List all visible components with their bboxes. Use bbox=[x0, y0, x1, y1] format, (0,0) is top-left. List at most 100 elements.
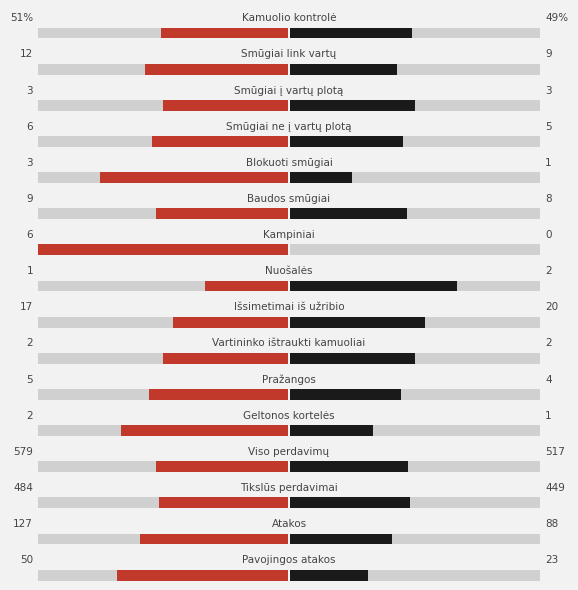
Bar bbox=[289, 136, 540, 147]
Bar bbox=[152, 136, 289, 147]
Bar bbox=[289, 281, 540, 291]
Bar bbox=[288, 570, 290, 581]
Text: 3: 3 bbox=[27, 158, 33, 168]
Bar bbox=[289, 64, 540, 74]
Bar bbox=[0, 546, 578, 549]
Bar bbox=[288, 317, 290, 327]
Bar bbox=[158, 497, 289, 508]
Bar bbox=[289, 136, 403, 147]
Text: 484: 484 bbox=[13, 483, 33, 493]
Bar bbox=[288, 281, 290, 291]
Bar bbox=[38, 100, 289, 111]
Bar bbox=[289, 281, 457, 291]
Bar bbox=[0, 41, 578, 43]
Text: 6: 6 bbox=[27, 122, 33, 132]
Bar bbox=[288, 208, 290, 219]
Text: 3: 3 bbox=[545, 86, 551, 96]
Bar bbox=[164, 100, 289, 111]
Bar bbox=[38, 389, 289, 400]
Bar bbox=[164, 353, 289, 363]
Text: 23: 23 bbox=[545, 555, 558, 565]
Text: Kampiniai: Kampiniai bbox=[263, 230, 315, 240]
Text: 3: 3 bbox=[27, 86, 33, 96]
Bar bbox=[289, 28, 540, 38]
Text: 6: 6 bbox=[27, 230, 33, 240]
Text: 50: 50 bbox=[20, 555, 33, 565]
Bar bbox=[289, 172, 352, 183]
Bar bbox=[289, 28, 412, 38]
Bar bbox=[288, 136, 290, 147]
Bar bbox=[0, 474, 578, 477]
Bar bbox=[288, 497, 290, 508]
Bar bbox=[288, 100, 290, 111]
Bar bbox=[0, 438, 578, 440]
Bar bbox=[156, 208, 289, 219]
Bar bbox=[38, 497, 289, 508]
Text: 449: 449 bbox=[545, 483, 565, 493]
Bar bbox=[38, 244, 289, 255]
Bar bbox=[38, 172, 289, 183]
Bar bbox=[0, 185, 578, 188]
Bar bbox=[288, 461, 290, 472]
Text: 49%: 49% bbox=[545, 13, 568, 23]
Bar bbox=[0, 149, 578, 151]
Text: Pavojingos atakos: Pavojingos atakos bbox=[242, 555, 336, 565]
Text: 127: 127 bbox=[13, 519, 33, 529]
Bar bbox=[289, 461, 407, 472]
Text: 2: 2 bbox=[27, 411, 33, 421]
Bar bbox=[38, 461, 289, 472]
Bar bbox=[0, 113, 578, 115]
Text: 8: 8 bbox=[545, 194, 551, 204]
Bar bbox=[149, 389, 289, 400]
Text: Pražangos: Pražangos bbox=[262, 375, 316, 385]
Text: 0: 0 bbox=[545, 230, 551, 240]
Bar bbox=[38, 64, 289, 74]
Text: 517: 517 bbox=[545, 447, 565, 457]
Text: 1: 1 bbox=[545, 158, 551, 168]
Text: 579: 579 bbox=[13, 447, 33, 457]
Text: 88: 88 bbox=[545, 519, 558, 529]
Bar bbox=[288, 425, 290, 436]
Bar bbox=[289, 208, 540, 219]
Bar bbox=[289, 570, 368, 581]
Bar bbox=[288, 64, 290, 74]
Bar bbox=[289, 100, 540, 111]
Bar bbox=[38, 244, 289, 255]
Bar bbox=[289, 353, 540, 363]
Bar bbox=[38, 208, 289, 219]
Text: Viso perdavimų: Viso perdavimų bbox=[249, 447, 329, 457]
Text: 2: 2 bbox=[545, 266, 551, 276]
Bar bbox=[288, 353, 290, 363]
Text: Blokuoti smūgiai: Blokuoti smūgiai bbox=[246, 158, 332, 168]
Text: Atakos: Atakos bbox=[272, 519, 306, 529]
Text: 1: 1 bbox=[27, 266, 33, 276]
Bar bbox=[289, 64, 397, 74]
Bar bbox=[289, 317, 540, 327]
Bar bbox=[38, 353, 289, 363]
Bar bbox=[289, 172, 540, 183]
Bar bbox=[289, 533, 392, 545]
Bar bbox=[0, 510, 578, 513]
Text: Tikslūs perdavimai: Tikslūs perdavimai bbox=[240, 483, 338, 493]
Bar bbox=[289, 497, 540, 508]
Text: Kamuolio kontrolė: Kamuolio kontrolė bbox=[242, 13, 336, 23]
Bar bbox=[173, 317, 289, 327]
Bar bbox=[289, 244, 540, 255]
Bar bbox=[288, 244, 290, 255]
Text: 2: 2 bbox=[545, 339, 551, 349]
Bar bbox=[161, 28, 289, 38]
Text: 51%: 51% bbox=[10, 13, 33, 23]
Bar bbox=[289, 353, 415, 363]
Bar bbox=[38, 28, 289, 38]
Text: 2: 2 bbox=[27, 339, 33, 349]
Bar bbox=[289, 100, 415, 111]
Bar bbox=[289, 208, 407, 219]
Text: Išsimetimai iš užribio: Išsimetimai iš užribio bbox=[234, 302, 344, 312]
Bar bbox=[288, 389, 290, 400]
Bar bbox=[289, 425, 540, 436]
Text: 9: 9 bbox=[27, 194, 33, 204]
Bar bbox=[289, 497, 410, 508]
Bar bbox=[156, 461, 289, 472]
Bar bbox=[0, 257, 578, 260]
Bar bbox=[0, 293, 578, 296]
